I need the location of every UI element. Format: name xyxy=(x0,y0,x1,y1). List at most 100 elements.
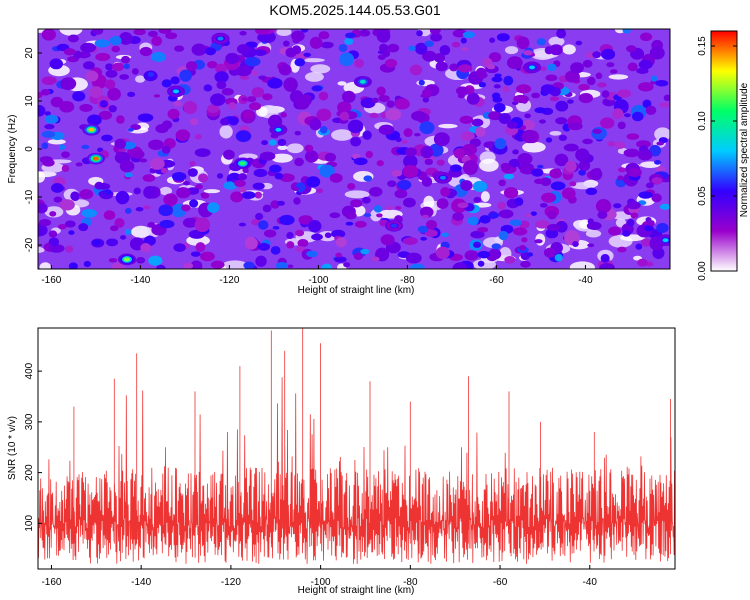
heatmap-cell xyxy=(70,191,80,201)
heatmap-cell xyxy=(114,218,125,228)
heatmap-cell xyxy=(147,30,158,37)
heatmap-cell xyxy=(320,41,334,49)
colorbar: 0.00 0.05 0.10 0.15 Normalized spectral amp… xyxy=(697,30,750,281)
heatmap-cell xyxy=(504,46,519,55)
heatmap-cell xyxy=(354,220,367,228)
heatmap-cell xyxy=(492,96,503,103)
heatmap-cell xyxy=(350,199,363,208)
heatmap-cell xyxy=(278,64,292,76)
heatmap-cell xyxy=(203,84,213,92)
heatmap-cell xyxy=(453,147,465,159)
heatmap-cell xyxy=(353,157,368,166)
heatmap-cell xyxy=(59,199,75,211)
heatmap-cell xyxy=(617,121,626,130)
heatmap-cell xyxy=(276,29,292,37)
snr-x-axis: -160 -140 -120 -100 -80 -60 -40 xyxy=(41,565,597,588)
heatmap-cell xyxy=(566,99,574,104)
heatmap-cell xyxy=(464,250,479,261)
heatmap-cell xyxy=(68,262,78,269)
heatmap-cell xyxy=(344,37,354,45)
heatmap-cell xyxy=(92,239,101,246)
heatmap-cell xyxy=(473,241,482,248)
y-tick-label: -10 xyxy=(24,189,35,204)
heatmap-cell xyxy=(246,96,257,103)
heatmap-cell xyxy=(410,110,427,121)
heatmap-cell xyxy=(376,29,391,43)
snr-panel: -160 -140 -120 -100 -80 -60 -40 100 200 300 400 H… xyxy=(7,327,676,596)
heatmap-cell xyxy=(391,170,403,177)
heatmap-cell xyxy=(324,232,332,239)
heatmap-cell xyxy=(304,72,324,82)
heatmap-cell xyxy=(420,146,434,159)
heatmap-cell xyxy=(558,134,568,141)
heatmap-cell xyxy=(461,144,477,156)
heatmap-cell xyxy=(159,186,172,196)
heatmap-cell xyxy=(262,93,273,101)
y-tick-label: 300 xyxy=(24,413,35,430)
heatmap-cell xyxy=(486,64,496,70)
heatmap-cell xyxy=(108,258,118,263)
heatmap-cell xyxy=(586,76,596,86)
heatmap-cell xyxy=(110,225,119,232)
heatmap-cell xyxy=(635,140,651,148)
heatmap-cell xyxy=(536,38,546,46)
heatmap-cell xyxy=(161,79,172,88)
heatmap-cell xyxy=(363,213,372,218)
heatmap-cell xyxy=(655,79,669,87)
heatmap-cell xyxy=(257,220,269,230)
heatmap-cell xyxy=(272,225,280,230)
x-tick-label: -120 xyxy=(219,275,239,286)
heatmap-cell xyxy=(335,237,347,248)
heatmap-cell xyxy=(190,251,201,257)
heatmap-cell xyxy=(255,255,267,267)
heatmap-cell xyxy=(64,220,76,228)
heatmap-cell xyxy=(158,29,172,34)
heatmap-cell xyxy=(59,29,83,36)
heatmap-cell xyxy=(466,92,480,105)
heatmap-cell xyxy=(549,130,562,136)
snr-series-line xyxy=(38,328,675,564)
heatmap-cell xyxy=(498,209,514,219)
heatmap-cell xyxy=(554,153,569,167)
heatmap-cell xyxy=(354,58,364,68)
heatmap-cell xyxy=(200,192,208,197)
heatmap-cell xyxy=(606,62,615,68)
heatmap-cell xyxy=(401,139,408,144)
heatmap-cell xyxy=(311,85,323,92)
heatmap-cell xyxy=(106,238,119,247)
heatmap-cell xyxy=(597,211,608,219)
heatmap-cell xyxy=(543,247,556,258)
heatmap-cell xyxy=(293,197,301,205)
heatmap-cell xyxy=(49,58,63,70)
heatmap-cell xyxy=(61,164,70,173)
heatmap-cell xyxy=(197,173,209,183)
heatmap-cell xyxy=(170,76,180,85)
heatmap-cell xyxy=(462,31,476,39)
heatmap-cell xyxy=(600,117,615,129)
heatmap-cell xyxy=(617,167,627,173)
heatmap-cell xyxy=(142,174,156,182)
heatmap-cell xyxy=(57,224,67,230)
heatmap-cell xyxy=(503,187,519,199)
heatmap-cell xyxy=(264,229,277,238)
heatmap-cell xyxy=(361,196,371,204)
heatmap-cell xyxy=(350,136,362,147)
heatmap-cell xyxy=(148,139,164,151)
heatmap-cell xyxy=(134,75,146,83)
heatmap-cell xyxy=(575,40,583,46)
snr-x-label: Height of straight line (km) xyxy=(298,585,415,596)
heatmap-cell xyxy=(98,110,113,120)
heatmap-cell xyxy=(430,33,443,42)
heatmap-cell xyxy=(295,96,310,110)
heatmap-cell xyxy=(92,29,104,35)
snr-y-label: SNR (10 * v/v) xyxy=(7,416,18,480)
heatmap-cell xyxy=(235,130,252,143)
heatmap-cell xyxy=(424,229,438,237)
heatmap-cell xyxy=(114,138,127,150)
heatmap-cell xyxy=(68,230,75,235)
heatmap-cell xyxy=(441,232,449,238)
heatmap-cell xyxy=(324,152,337,162)
heatmap-cell xyxy=(626,133,640,140)
heatmap-cell xyxy=(378,95,390,102)
x-tick-label: -40 xyxy=(583,577,598,588)
